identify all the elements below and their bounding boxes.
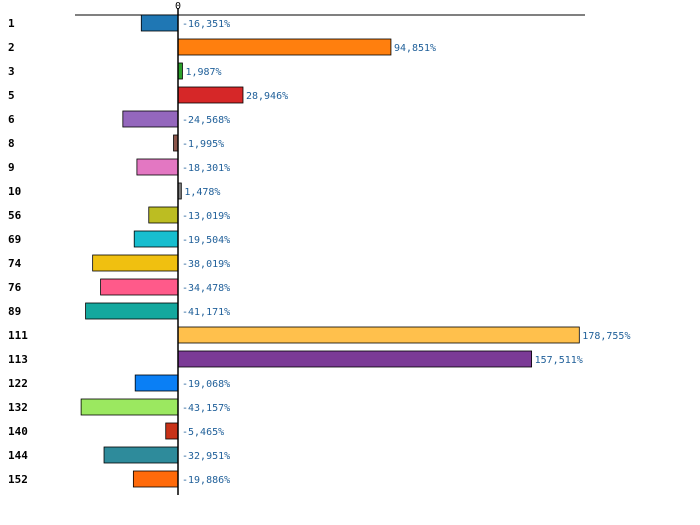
value-label-111: 178,755% [582,331,630,342]
value-label-5: 28,946% [246,91,288,102]
value-label-10: 1,478% [184,187,220,198]
category-label-8: 8 [8,137,15,150]
bar-122 [134,374,179,392]
category-label-10: 10 [8,185,21,198]
category-label-132: 132 [8,401,28,414]
category-label-122: 122 [8,377,28,390]
bars-layer: 1 -16,351% 2 94,851% 3 1,987% 5 28,946% 6 -24,568… [8,14,630,488]
value-label-6: -24,568% [182,115,230,126]
category-label-56: 56 [8,209,22,222]
value-label-9: -18,301% [182,163,230,174]
value-label-1: -16,351% [182,19,230,30]
bar-111 [177,326,580,344]
value-label-140: -5,465% [182,427,224,438]
bar-9 [136,158,179,176]
value-label-152: -19,886% [182,475,230,486]
bar-76 [100,278,179,296]
value-label-89: -41,171% [182,307,230,318]
bar-140 [165,422,179,440]
value-label-74: -38,019% [182,259,230,270]
category-label-144: 144 [8,449,28,462]
value-label-122: -19,068% [182,379,230,390]
category-label-111: 111 [8,329,28,342]
bar-69 [133,230,179,248]
bar-2 [177,38,392,56]
value-label-76: -34,478% [182,283,230,294]
bar-113 [177,350,533,368]
bar-144 [103,446,179,464]
bar-152 [132,470,179,488]
category-label-89: 89 [8,305,21,318]
value-label-132: -43,157% [182,403,230,414]
category-label-9: 9 [8,161,15,174]
category-label-69: 69 [8,233,21,246]
category-label-2: 2 [8,41,15,54]
category-label-152: 152 [8,473,28,486]
bar-5 [177,86,244,104]
category-label-113: 113 [8,353,28,366]
category-label-6: 6 [8,113,15,126]
value-label-2: 94,851% [394,43,436,54]
zero-tick-label: 0 [175,1,181,12]
category-label-5: 5 [8,89,15,102]
bar-6 [122,110,179,128]
value-label-69: -19,504% [182,235,230,246]
value-label-56: -13,019% [182,211,230,222]
category-label-3: 3 [8,65,15,78]
bar-89 [85,302,179,320]
bar-132 [80,398,179,416]
category-label-76: 76 [8,281,22,294]
value-label-8: -1,995% [182,139,224,150]
category-label-140: 140 [8,425,28,438]
category-label-74: 74 [8,257,22,270]
category-label-1: 1 [8,17,15,30]
value-label-113: 157,511% [535,355,583,366]
bar-74 [92,254,179,272]
bar-1 [140,14,179,32]
bar-56 [148,206,179,224]
value-label-144: -32,951% [182,451,230,462]
value-label-3: 1,987% [185,67,221,78]
